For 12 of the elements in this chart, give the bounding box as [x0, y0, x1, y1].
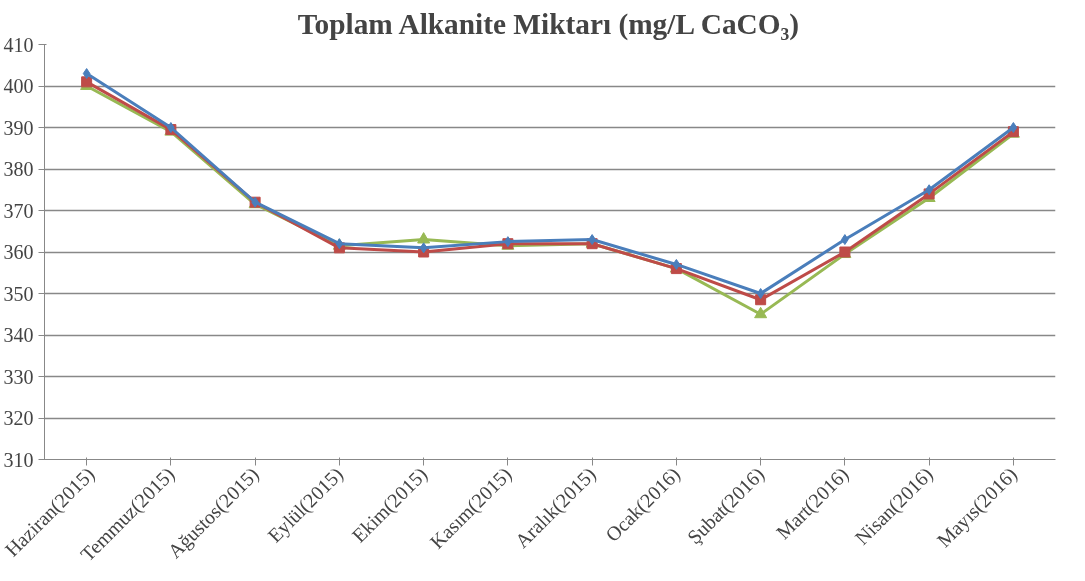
- y-tick-label: 400: [3, 75, 34, 97]
- y-tick-label: 330: [3, 365, 34, 388]
- y-tick-label: 410: [3, 33, 34, 56]
- y-tick-label: 350: [3, 282, 34, 305]
- chart-title: Toplam Alkanite Miktarı (mg/L CaCO₃): [297, 7, 800, 41]
- y-tick-label: 380: [3, 158, 34, 180]
- y-tick-label: 310: [3, 448, 34, 471]
- y-tick-label: 370: [3, 199, 34, 222]
- y-tick-label: 390: [3, 116, 34, 139]
- y-tick-label: 360: [3, 241, 34, 263]
- y-tick-label: 320: [3, 407, 34, 429]
- y-tick-label: 340: [3, 324, 34, 346]
